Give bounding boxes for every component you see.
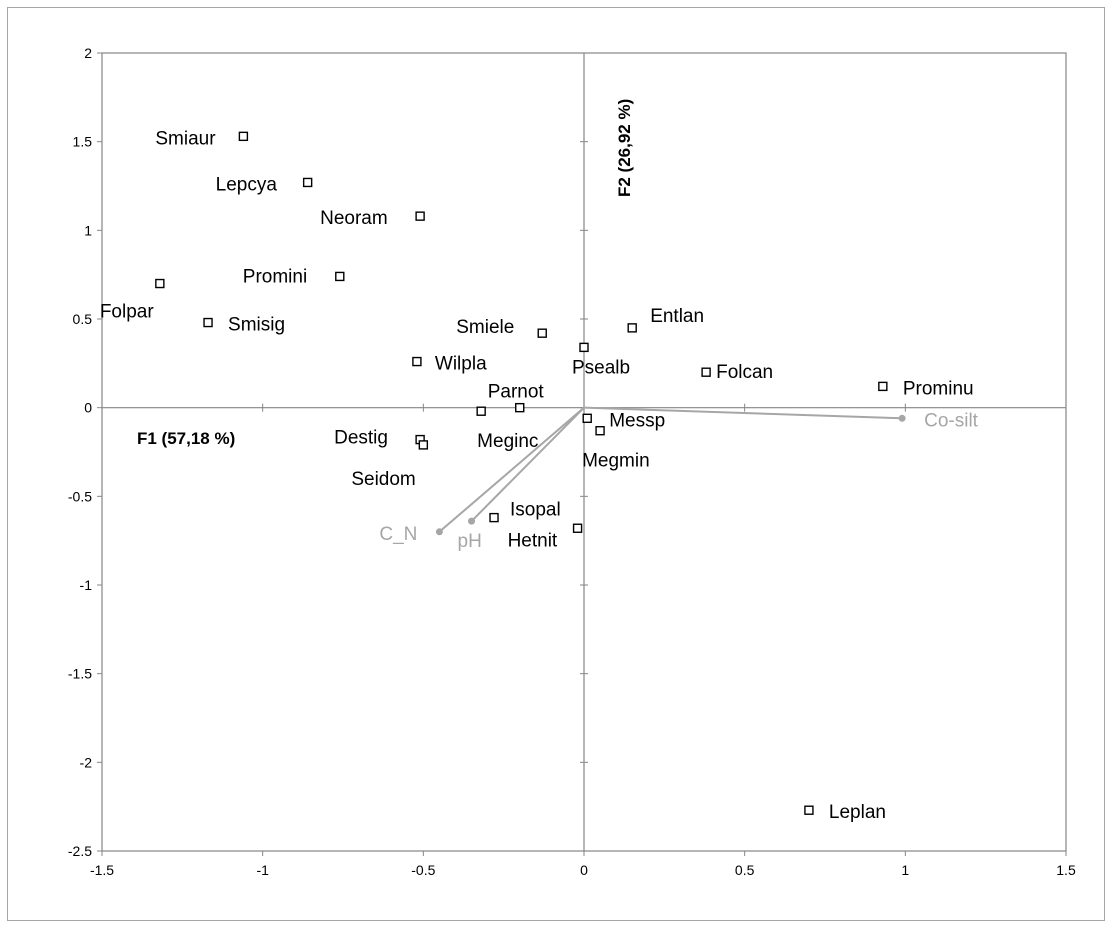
x-tick-label: 0	[580, 862, 588, 878]
point-marker	[804, 805, 814, 815]
label-layer: Smiaur Lepcya Neoram Promini Folpar Smisig Smi…	[100, 128, 974, 823]
x-tick-label: -0.5	[411, 862, 435, 878]
point-marker	[335, 271, 345, 282]
x-tick-label: 0.5	[735, 862, 755, 878]
point-label: Promini	[243, 266, 307, 287]
vector-line	[470, 406, 585, 522]
x-tick-label: -1	[256, 862, 269, 878]
point-marker	[595, 426, 605, 436]
point-marker	[537, 328, 547, 338]
y-tick-label: -1	[80, 577, 93, 593]
y-tick-label: 0.5	[73, 311, 93, 327]
point-label: Psealb	[572, 357, 630, 378]
point-marker	[701, 367, 711, 377]
point-label: Folpar	[100, 302, 155, 323]
point-label: Wilpla	[435, 354, 487, 375]
x-tick-label: 1	[901, 862, 909, 878]
point-marker	[878, 381, 888, 392]
point-marker	[238, 131, 249, 142]
point-marker	[515, 402, 525, 413]
point-label: Smiele	[456, 317, 514, 338]
point-marker	[572, 523, 583, 533]
point-label: Parnot	[488, 382, 545, 403]
y-tick-label: -2	[80, 754, 93, 770]
point-label: Folcan	[716, 362, 773, 383]
point-marker	[579, 342, 589, 353]
point-label: Destig	[334, 428, 388, 449]
vector-line	[583, 406, 903, 420]
point-label: Entlan	[650, 306, 704, 327]
point-label: Neoram	[320, 208, 388, 229]
y-tick-label: -2.5	[68, 843, 92, 859]
vector-end	[435, 528, 443, 536]
point-label: Messp	[609, 410, 665, 431]
x-axis-label: F1 (57,18 %)	[137, 429, 235, 448]
point-label: Leplan	[829, 802, 886, 823]
point-label: Smisig	[228, 315, 285, 336]
point-label: Hetnit	[508, 530, 558, 551]
vector-line	[438, 406, 585, 533]
point-marker	[412, 356, 422, 367]
y-tick-label: 0	[84, 400, 92, 416]
vector-layer: C_N pH Co-silt	[379, 406, 979, 552]
point-marker	[418, 440, 429, 450]
axis-ticks: -1.5 -1 -0.5 0 0.5 1 1.5 2 1.5 1 0.5 0 -0.5 -1 -1.5 -2 -…	[68, 45, 1076, 878]
vector-label: C_N	[379, 524, 417, 545]
point-marker	[476, 406, 486, 416]
point-label: Megmin	[582, 451, 650, 472]
y-tick-label: 2	[84, 45, 92, 61]
y-tick-label: 1	[84, 222, 92, 238]
point-marker	[155, 278, 165, 289]
point-label: Smiaur	[155, 128, 216, 149]
point-label: Isopal	[510, 500, 561, 521]
vector-end	[468, 517, 476, 525]
point-label: Seidom	[351, 469, 415, 490]
vector-label: Co-silt	[924, 410, 979, 431]
point-marker	[203, 317, 213, 328]
point-marker	[489, 512, 499, 523]
x-tick-label: 1.5	[1056, 862, 1076, 878]
point-label: Meginc	[477, 431, 538, 452]
y-tick-label: 1.5	[73, 134, 93, 150]
vector-label: pH	[458, 531, 482, 552]
point-marker	[627, 323, 637, 333]
y-tick-label: -0.5	[68, 488, 92, 504]
vector-end	[898, 414, 906, 422]
point-marker	[415, 211, 425, 221]
point-label: Lepcya	[216, 174, 278, 195]
point-label: Prominu	[903, 378, 974, 399]
x-tick-label: -1.5	[90, 862, 114, 878]
y-tick-label: -1.5	[68, 666, 92, 682]
point-marker	[582, 413, 592, 424]
point-marker	[302, 177, 313, 188]
chart-frame	[7, 7, 1105, 921]
point-layer	[155, 131, 888, 815]
y-axis-label: F2 (26,92 %)	[615, 99, 634, 197]
